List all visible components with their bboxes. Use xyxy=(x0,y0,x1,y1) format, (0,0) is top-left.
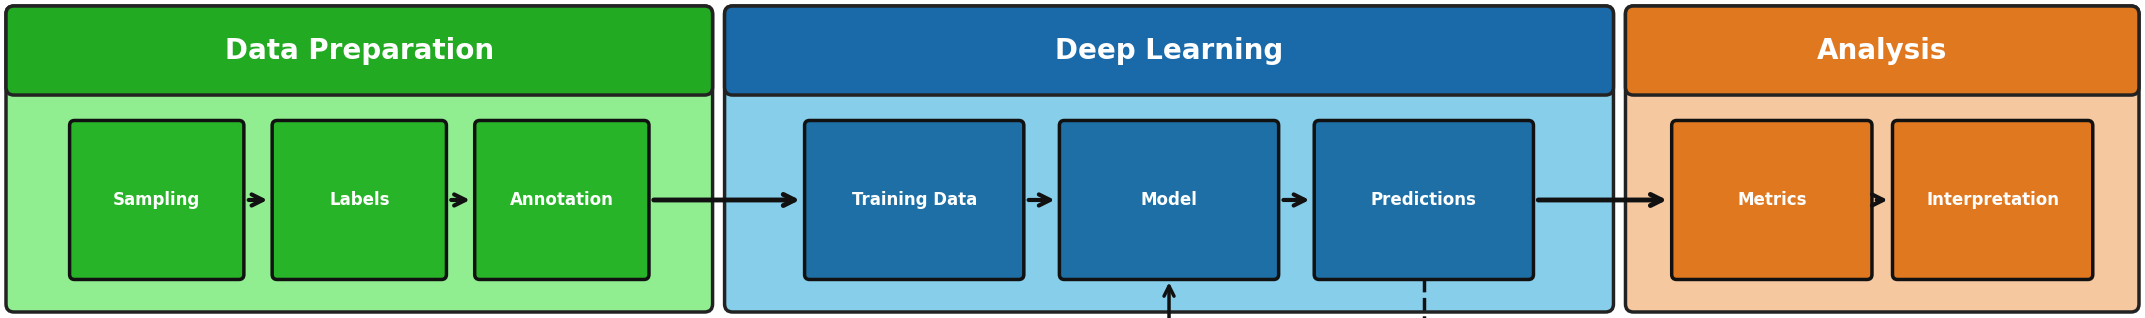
FancyBboxPatch shape xyxy=(1892,121,2094,280)
FancyBboxPatch shape xyxy=(725,6,1613,95)
Text: Metrics: Metrics xyxy=(1737,191,1806,209)
Text: Annotation: Annotation xyxy=(511,191,613,209)
Text: Predictions: Predictions xyxy=(1371,191,1476,209)
Text: Data Preparation: Data Preparation xyxy=(225,37,493,65)
Text: Training Data: Training Data xyxy=(852,191,976,209)
FancyBboxPatch shape xyxy=(6,6,712,312)
Text: Deep Learning: Deep Learning xyxy=(1055,37,1283,65)
FancyBboxPatch shape xyxy=(804,121,1023,280)
FancyBboxPatch shape xyxy=(1060,121,1278,280)
Text: Sampling: Sampling xyxy=(114,191,199,209)
FancyBboxPatch shape xyxy=(1626,6,2139,95)
FancyBboxPatch shape xyxy=(1671,121,1873,280)
Text: Interpretation: Interpretation xyxy=(1926,191,2059,209)
FancyBboxPatch shape xyxy=(69,121,245,280)
Text: Model: Model xyxy=(1141,191,1197,209)
FancyBboxPatch shape xyxy=(1315,121,1534,280)
FancyBboxPatch shape xyxy=(272,121,446,280)
FancyBboxPatch shape xyxy=(725,6,1613,312)
Text: Labels: Labels xyxy=(328,191,390,209)
FancyBboxPatch shape xyxy=(6,6,712,95)
Text: Analysis: Analysis xyxy=(1817,37,1948,65)
FancyBboxPatch shape xyxy=(1626,6,2139,312)
FancyBboxPatch shape xyxy=(474,121,650,280)
